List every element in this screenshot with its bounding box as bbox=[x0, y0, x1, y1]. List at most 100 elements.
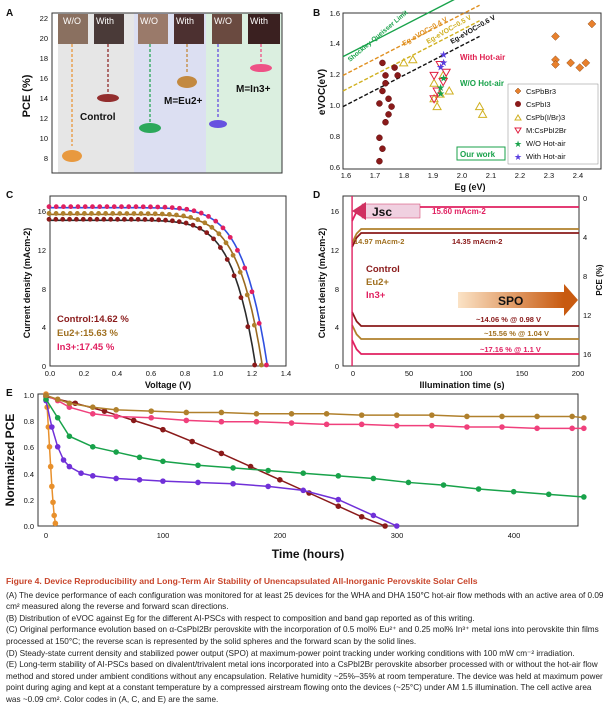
pc-xtick-0: 0.0 bbox=[45, 369, 55, 378]
pe-point-5-9 bbox=[288, 411, 295, 417]
pc-point-1-8 bbox=[74, 211, 80, 216]
pc-ytick-2: 8 bbox=[42, 285, 46, 294]
pe-point-4-8 bbox=[253, 418, 260, 425]
pe-xtick-0: 0 bbox=[44, 531, 48, 540]
pb-point-0-0 bbox=[551, 32, 560, 41]
pc-point-2-48 bbox=[220, 225, 226, 231]
pc-point-0-52 bbox=[224, 257, 230, 262]
pe-point-0-3 bbox=[46, 444, 53, 450]
panel-d-curves bbox=[351, 196, 579, 366]
panel-e-curves bbox=[43, 391, 587, 529]
pe-point-5-15 bbox=[499, 413, 505, 420]
pc-point-2-8 bbox=[75, 204, 81, 210]
panel-d-ylabel-left: Current density (mAcm-2) bbox=[317, 228, 327, 339]
panel-a-bg-in bbox=[206, 13, 282, 173]
pd-yr-2: 8 bbox=[583, 272, 587, 281]
pe-point-1-8 bbox=[277, 477, 283, 483]
pe-ytick-2: 0.4 bbox=[24, 470, 34, 479]
pd-yr-4: 16 bbox=[583, 350, 591, 359]
pc-xtick-3: 0.6 bbox=[146, 369, 156, 378]
pe-ytick-4: 0.8 bbox=[24, 417, 34, 426]
pb-point-0-1 bbox=[551, 55, 560, 65]
pc-point-1-36 bbox=[174, 212, 179, 218]
pb-ytick-3: 1.2 bbox=[330, 70, 340, 79]
pa-ytick-8: 8 bbox=[44, 154, 48, 163]
pe-point-1-1 bbox=[72, 400, 79, 407]
pe-point-2-11 bbox=[230, 480, 236, 487]
pe-point-2-2 bbox=[54, 444, 61, 450]
pc-point-2-22 bbox=[126, 204, 132, 210]
pc-point-2-2 bbox=[53, 204, 59, 210]
pc-point-0-36 bbox=[169, 218, 175, 224]
pe-point-1-0 bbox=[43, 393, 49, 400]
pe-point-3-1 bbox=[54, 414, 61, 421]
pe-point-4-5 bbox=[148, 414, 155, 421]
pc-point-2-56 bbox=[249, 289, 255, 295]
pb-our-work-label: Our work bbox=[460, 150, 496, 159]
pc-point-1-54 bbox=[237, 269, 243, 275]
pc-point-1-18 bbox=[110, 211, 116, 216]
pe-point-3-10 bbox=[300, 470, 307, 477]
pe-xtick-2: 200 bbox=[274, 531, 287, 540]
pc-point-0-40 bbox=[183, 220, 189, 226]
pc-point-0-58 bbox=[245, 324, 251, 330]
pc-point-2-10 bbox=[82, 204, 88, 210]
pb-xtick-4: 2.0 bbox=[457, 171, 467, 180]
pd-yl-1: 4 bbox=[335, 323, 339, 332]
pc-point-1-46 bbox=[209, 224, 215, 230]
pe-point-1-10 bbox=[335, 503, 342, 510]
pc-label-eu: Eu2+:15.63 % bbox=[57, 328, 119, 339]
pc-point-0-4 bbox=[60, 216, 66, 222]
pb-ytick-2: 1.0 bbox=[330, 101, 340, 110]
pc-point-1-50 bbox=[223, 240, 229, 246]
pe-point-5-1 bbox=[54, 396, 61, 403]
pc-point-1-6 bbox=[67, 211, 73, 216]
pe-point-4-0 bbox=[43, 392, 49, 399]
pc-point-2-20 bbox=[119, 204, 124, 210]
pe-point-4-13 bbox=[429, 422, 435, 429]
pe-point-1-11 bbox=[358, 513, 365, 520]
pb-our-work-box bbox=[456, 146, 506, 161]
pb-point-2-9 bbox=[429, 78, 439, 87]
pd-yl-3: 12 bbox=[331, 246, 339, 255]
pb-point-1-9 bbox=[379, 59, 386, 67]
pc-point-1-32 bbox=[159, 211, 165, 217]
pc-curve-line-2 bbox=[50, 206, 269, 367]
pa-ytick-22: 22 bbox=[40, 14, 48, 23]
panel-a-group-control: Control bbox=[80, 112, 116, 123]
pd-jsc-in: 15.60 mAcm-2 bbox=[432, 207, 486, 216]
pe-point-3-3 bbox=[89, 444, 96, 450]
pc-point-2-38 bbox=[184, 206, 190, 212]
pb-ref-line-2 bbox=[342, 20, 480, 92]
pc-point-2-36 bbox=[177, 205, 182, 211]
photo-label-1: W/O bbox=[63, 16, 81, 26]
pc-point-0-22 bbox=[122, 216, 127, 222]
pc-point-2-16 bbox=[104, 204, 110, 210]
pb-xtick-5: 2.1 bbox=[486, 171, 496, 180]
pb-point-3-5 bbox=[429, 95, 439, 104]
pb-point-1-12 bbox=[388, 103, 395, 110]
pc-point-1-48 bbox=[216, 231, 222, 237]
pb-xtick-7: 2.3 bbox=[544, 171, 554, 180]
pe-line-3 bbox=[45, 398, 584, 498]
pd-trace-0 bbox=[351, 206, 579, 222]
pb-point-0-3 bbox=[575, 63, 585, 72]
pd-jsc-label: Jsc bbox=[372, 205, 392, 219]
pe-point-1-5 bbox=[189, 438, 195, 445]
pc-point-0-12 bbox=[87, 216, 93, 222]
panel-b-xaxis: 1.6 1.7 1.8 1.9 2.0 2.1 2.2 2.3 2.4 bbox=[341, 171, 583, 180]
panel-e-frame bbox=[37, 393, 579, 527]
pb-ytick-4: 1.4 bbox=[330, 39, 340, 48]
pc-point-1-24 bbox=[131, 211, 137, 216]
pc-point-0-16 bbox=[101, 216, 107, 222]
pe-point-2-3 bbox=[60, 457, 67, 463]
pd-legend-control: Control bbox=[366, 264, 400, 275]
caption-b: (B) Distribution of eVOC against Eg for … bbox=[6, 613, 475, 623]
pb-point-2-5 bbox=[444, 85, 455, 95]
pe-point-1-4 bbox=[160, 426, 166, 433]
pc-point-2-50 bbox=[227, 234, 233, 240]
pe-point-2-1 bbox=[49, 424, 55, 430]
pc-point-0-10 bbox=[80, 216, 86, 222]
pd-legend-eu: Eu2+ bbox=[366, 277, 389, 288]
pe-point-3-0 bbox=[43, 396, 49, 403]
